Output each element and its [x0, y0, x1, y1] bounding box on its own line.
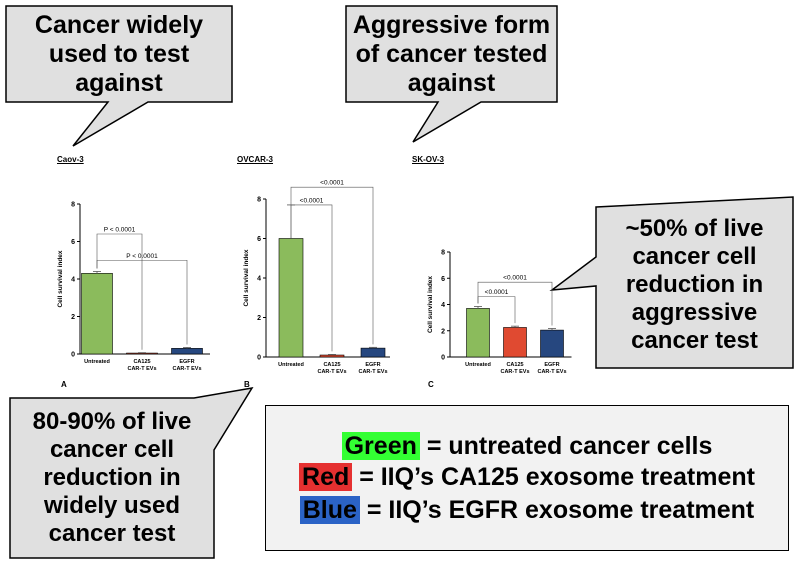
significance-bracket [477, 281, 553, 326]
callout-text-fifty-percent: ~50% of live cancer cell reduction in ag… [598, 204, 791, 366]
legend-item-green: Green = untreated cancer cells [266, 432, 788, 461]
x-tick-label: CAR-T EVs [500, 369, 529, 375]
bar [319, 354, 345, 358]
bar [171, 348, 203, 355]
y-tick-label: 0 [441, 355, 445, 362]
bar [540, 329, 564, 358]
x-tick-label: Untreated [278, 362, 304, 368]
x-tick-label: Untreated [465, 362, 491, 368]
callout-line: 80-90% of live [32, 408, 192, 436]
legend-box: Green = untreated cancer cells Red = IIQ… [265, 405, 789, 551]
legend-item-red: Red = IIQ’s CA125 exosome treatment [266, 463, 788, 492]
callout-line: cancer cell [49, 436, 175, 464]
significance-bracket [290, 186, 374, 345]
y-tick-label: 0 [71, 352, 75, 359]
y-axis-label: Cell survival index [243, 249, 250, 306]
y-tick-label: 2 [441, 328, 445, 335]
y-axis-label: Cell survival index [427, 276, 434, 333]
bar [360, 347, 386, 358]
x-tick-label: CAR-T EVs [358, 369, 387, 375]
callout-line: ~50% of live [625, 215, 764, 243]
legend-text-green: = untreated cancer cells [419, 432, 713, 460]
callout-line: used to test [48, 39, 190, 68]
panel-title-caov3: Caov-3 [57, 155, 84, 164]
callout-line: against [75, 68, 163, 97]
callout-line: widely used [43, 491, 181, 519]
callout-bubble-fifty-percent [549, 196, 794, 369]
callout-line: of cancer tested [355, 39, 548, 68]
x-tick-label: CA125 [323, 362, 340, 368]
x-tick-label: EGFR [544, 362, 559, 368]
significance-label: P < 0.0001 [104, 227, 136, 234]
y-tick-label: 0 [257, 355, 261, 362]
legend-swatch-blue: Blue [299, 496, 360, 524]
legend-text-red: = IIQ’s CA125 exosome treatment [352, 463, 755, 491]
legend-item-blue: Blue = IIQ’s EGFR exosome treatment [266, 496, 788, 525]
significance-label: <0.0001 [320, 180, 344, 187]
x-tick-label: CA125 [133, 359, 150, 365]
x-tick-label: CA125 [506, 362, 523, 368]
bar [81, 273, 113, 355]
significance-bracket [96, 233, 143, 350]
significance-label: P < 0.0001 [126, 253, 158, 260]
callout-text-eighty-ninety: 80-90% of live cancer cell reduction in … [10, 398, 214, 558]
significance-label: <0.0001 [503, 275, 527, 282]
callout-text-widely-used: Cancer widely used to test against [6, 6, 232, 102]
y-tick-label: 4 [71, 277, 75, 284]
legend-swatch-green: Green [341, 432, 420, 460]
callout-bubble-widely-used [5, 5, 233, 147]
callout-bubble-eighty-ninety [9, 386, 254, 559]
y-axis-label: Cell survival index [57, 250, 64, 307]
significance-bracket [96, 259, 188, 345]
y-tick-label: 2 [71, 314, 75, 321]
y-tick-label: 2 [257, 315, 261, 322]
bar [503, 327, 527, 358]
y-tick-label: 4 [257, 276, 261, 283]
x-tick-label: EGFR [365, 362, 380, 368]
callout-bubble-aggressive [345, 5, 558, 143]
callout-line: cancer test [48, 519, 176, 547]
callout-line: reduction in [625, 271, 764, 299]
callout-line: reduction in [43, 464, 181, 492]
y-tick-label: 6 [71, 239, 75, 246]
callout-line: cancer cell [632, 243, 757, 271]
callout-line: against [407, 68, 496, 97]
y-tick-label: 8 [257, 197, 261, 204]
x-tick-label: CAR-T EVs [537, 369, 566, 375]
panel-label-c: C [428, 380, 434, 389]
panel-title-skov3: SK-OV-3 [412, 155, 445, 164]
panel-title-ovcar3: OVCAR-3 [237, 155, 274, 164]
y-tick-label: 4 [441, 302, 445, 309]
y-tick-label: 8 [71, 202, 75, 209]
x-tick-label: CAR-T EVs [172, 366, 201, 372]
legend-swatch-red: Red [299, 463, 353, 491]
callout-line: Aggressive form [352, 10, 551, 39]
panel-label-b: B [244, 380, 250, 389]
x-tick-label: Untreated [84, 359, 110, 365]
bar [126, 352, 158, 355]
significance-label: <0.0001 [300, 197, 324, 204]
y-tick-label: 8 [441, 250, 445, 257]
y-tick-label: 6 [441, 276, 445, 283]
callout-line: cancer test [631, 326, 758, 354]
callout-line: Cancer widely [34, 10, 204, 39]
y-tick-label: 6 [257, 236, 261, 243]
x-tick-label: EGFR [179, 359, 194, 365]
panel-label-a: A [61, 380, 67, 389]
callout-text-aggressive: Aggressive form of cancer tested against [346, 6, 557, 102]
bar [466, 308, 490, 358]
x-tick-label: CAR-T EVs [317, 369, 346, 375]
significance-bracket [290, 201, 333, 352]
bar [278, 238, 304, 358]
x-tick-label: CAR-T EVs [127, 366, 156, 372]
callout-line: aggressive [631, 298, 758, 326]
legend-text-blue: = IIQ’s EGFR exosome treatment [359, 496, 755, 524]
significance-label: <0.0001 [485, 289, 509, 296]
